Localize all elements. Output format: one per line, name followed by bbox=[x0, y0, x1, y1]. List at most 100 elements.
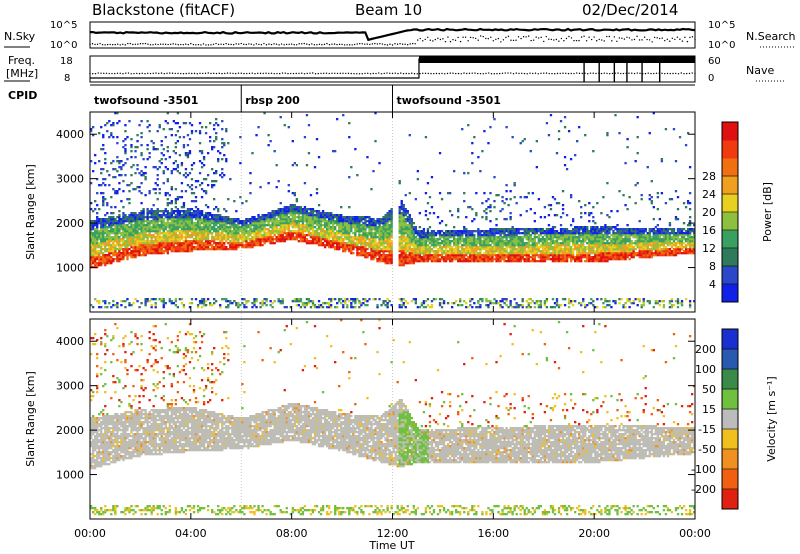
power-cell bbox=[332, 236, 335, 239]
power-cell bbox=[386, 258, 389, 261]
power-cell bbox=[126, 238, 129, 241]
power-cell bbox=[422, 302, 426, 305]
power-cell bbox=[136, 168, 139, 171]
power-cell bbox=[130, 150, 133, 153]
power-cell bbox=[400, 262, 403, 265]
power-cell bbox=[108, 258, 111, 261]
power-cell bbox=[245, 226, 248, 229]
power-cell bbox=[442, 242, 446, 245]
power-cell bbox=[208, 122, 212, 125]
power-cell bbox=[261, 214, 264, 217]
noise-search-point bbox=[217, 43, 220, 46]
power-cell bbox=[489, 232, 492, 235]
power-cell bbox=[102, 240, 105, 243]
power-cell bbox=[501, 250, 504, 253]
power-cell bbox=[340, 224, 343, 227]
nave-point bbox=[94, 72, 97, 75]
power-cell bbox=[438, 260, 442, 263]
noise-search-point bbox=[469, 36, 472, 39]
power-cell bbox=[172, 162, 175, 165]
power-cell bbox=[202, 234, 206, 237]
power-cell bbox=[384, 218, 387, 221]
power-cell bbox=[360, 226, 363, 229]
noise-search-point bbox=[563, 40, 565, 42]
power-cell bbox=[400, 240, 403, 243]
power-cell bbox=[400, 208, 403, 211]
power-cell bbox=[168, 194, 171, 197]
power-cell bbox=[196, 210, 200, 213]
power-cell bbox=[329, 228, 333, 231]
power-cell bbox=[499, 256, 502, 259]
power-cell bbox=[128, 228, 131, 231]
power-cell bbox=[108, 302, 111, 305]
power-cell bbox=[150, 212, 153, 215]
noise-search-point bbox=[379, 43, 381, 45]
noise-search-point bbox=[316, 44, 318, 46]
power-cell bbox=[114, 222, 117, 225]
power-cell bbox=[150, 306, 153, 309]
power-cell bbox=[245, 302, 248, 305]
power-cell bbox=[251, 240, 254, 243]
power-cell bbox=[305, 240, 309, 243]
power-cell bbox=[489, 300, 492, 303]
power-cell bbox=[223, 244, 226, 247]
power-cell bbox=[382, 224, 385, 227]
power-cell bbox=[211, 168, 214, 171]
power-cell bbox=[352, 244, 355, 247]
power-cell bbox=[356, 252, 359, 255]
noise-search-point bbox=[414, 43, 416, 45]
power-cell bbox=[459, 258, 462, 261]
nave-point bbox=[298, 72, 300, 75]
power-cell bbox=[108, 136, 111, 139]
power-cell bbox=[380, 222, 383, 225]
power-cell bbox=[434, 258, 438, 261]
power-cell bbox=[158, 298, 161, 301]
power-cell bbox=[186, 208, 190, 211]
power-cell bbox=[469, 256, 472, 259]
power-cell bbox=[247, 234, 250, 237]
power-cell bbox=[275, 228, 278, 231]
power-cell bbox=[450, 302, 454, 305]
power-cell bbox=[442, 244, 446, 247]
power-cell bbox=[213, 216, 216, 219]
power-cell bbox=[215, 244, 218, 247]
power-cell bbox=[94, 228, 97, 231]
noise-search-point bbox=[152, 44, 154, 46]
power-cell bbox=[481, 234, 484, 237]
power-cell bbox=[299, 224, 303, 227]
nave-point bbox=[636, 72, 638, 74]
power-cell bbox=[384, 246, 387, 249]
power-cell bbox=[106, 306, 109, 309]
power-cell bbox=[221, 240, 224, 243]
power-cell bbox=[493, 228, 496, 231]
power-cell bbox=[140, 170, 143, 173]
power-cell bbox=[172, 210, 175, 213]
power-cell bbox=[130, 226, 133, 229]
power-cell bbox=[469, 236, 472, 239]
power-cell bbox=[299, 206, 303, 209]
power-cell bbox=[172, 246, 175, 249]
power-cell bbox=[346, 216, 349, 219]
power-cell bbox=[489, 256, 492, 259]
power-cell bbox=[366, 304, 369, 307]
power-cell bbox=[263, 232, 266, 235]
power-cell bbox=[233, 248, 236, 251]
power-cell bbox=[98, 254, 101, 257]
power-cell bbox=[154, 244, 157, 247]
nave-point bbox=[314, 73, 317, 75]
power-cell bbox=[96, 244, 99, 247]
power-cell bbox=[348, 238, 351, 241]
power-cell bbox=[382, 236, 385, 239]
freq-right-tick-bottom: 0 bbox=[708, 73, 714, 84]
power-cell bbox=[164, 250, 167, 253]
noise-search-point bbox=[341, 43, 343, 46]
power-cell bbox=[340, 240, 343, 243]
power-cell bbox=[469, 244, 472, 247]
power-cell bbox=[180, 190, 184, 193]
power-cell bbox=[239, 162, 242, 165]
power-cell bbox=[186, 250, 190, 253]
power-cell bbox=[340, 236, 343, 239]
power-cell bbox=[104, 256, 107, 259]
power-cell bbox=[130, 242, 133, 245]
power-cell bbox=[497, 302, 500, 305]
